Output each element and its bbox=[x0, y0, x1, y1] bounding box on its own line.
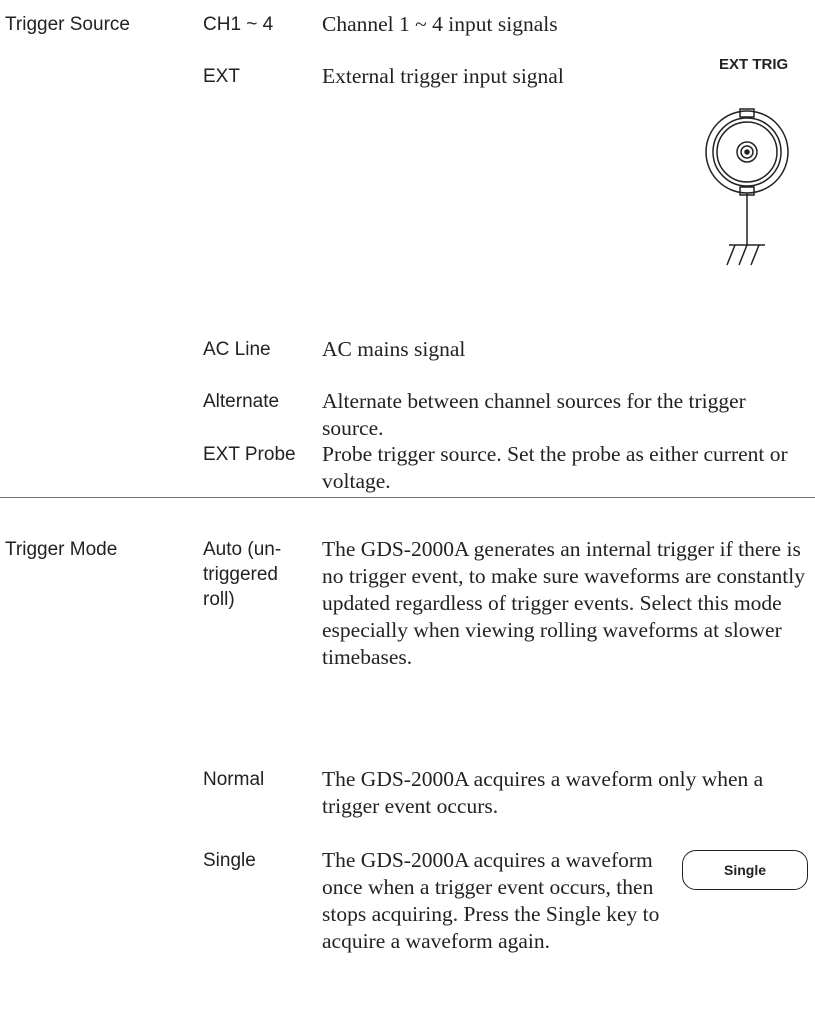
option: Alternate bbox=[203, 391, 280, 412]
description: External trigger input signal bbox=[322, 64, 564, 88]
description: The GDS-2000A generates an internal trig… bbox=[322, 537, 805, 669]
description: Channel 1 ~ 4 input signals bbox=[322, 12, 558, 36]
description: AC mains signal bbox=[322, 337, 466, 361]
single-key: Single bbox=[682, 850, 808, 890]
bnc-connector bbox=[705, 108, 789, 266]
description: The GDS-2000A acquires a waveform once w… bbox=[322, 848, 660, 953]
divider bbox=[0, 497, 815, 498]
option: EXT bbox=[203, 66, 240, 87]
description: Probe trigger source. Set the probe as e… bbox=[322, 442, 788, 493]
description: The GDS-2000A acquires a waveform only w… bbox=[322, 767, 764, 818]
section-label: Trigger Mode bbox=[5, 539, 118, 560]
option: EXT Probe bbox=[203, 444, 296, 465]
section-label: Trigger Source bbox=[5, 14, 130, 35]
option: Single bbox=[203, 850, 256, 871]
option: CH1 ~ 4 bbox=[203, 14, 274, 35]
description: Alternate between channel sources for th… bbox=[322, 389, 746, 440]
option: Auto (un-triggered roll) bbox=[203, 539, 282, 610]
figure-label: EXT TRIG bbox=[719, 56, 789, 73]
option: Normal bbox=[203, 769, 265, 790]
option: AC Line bbox=[203, 339, 271, 360]
